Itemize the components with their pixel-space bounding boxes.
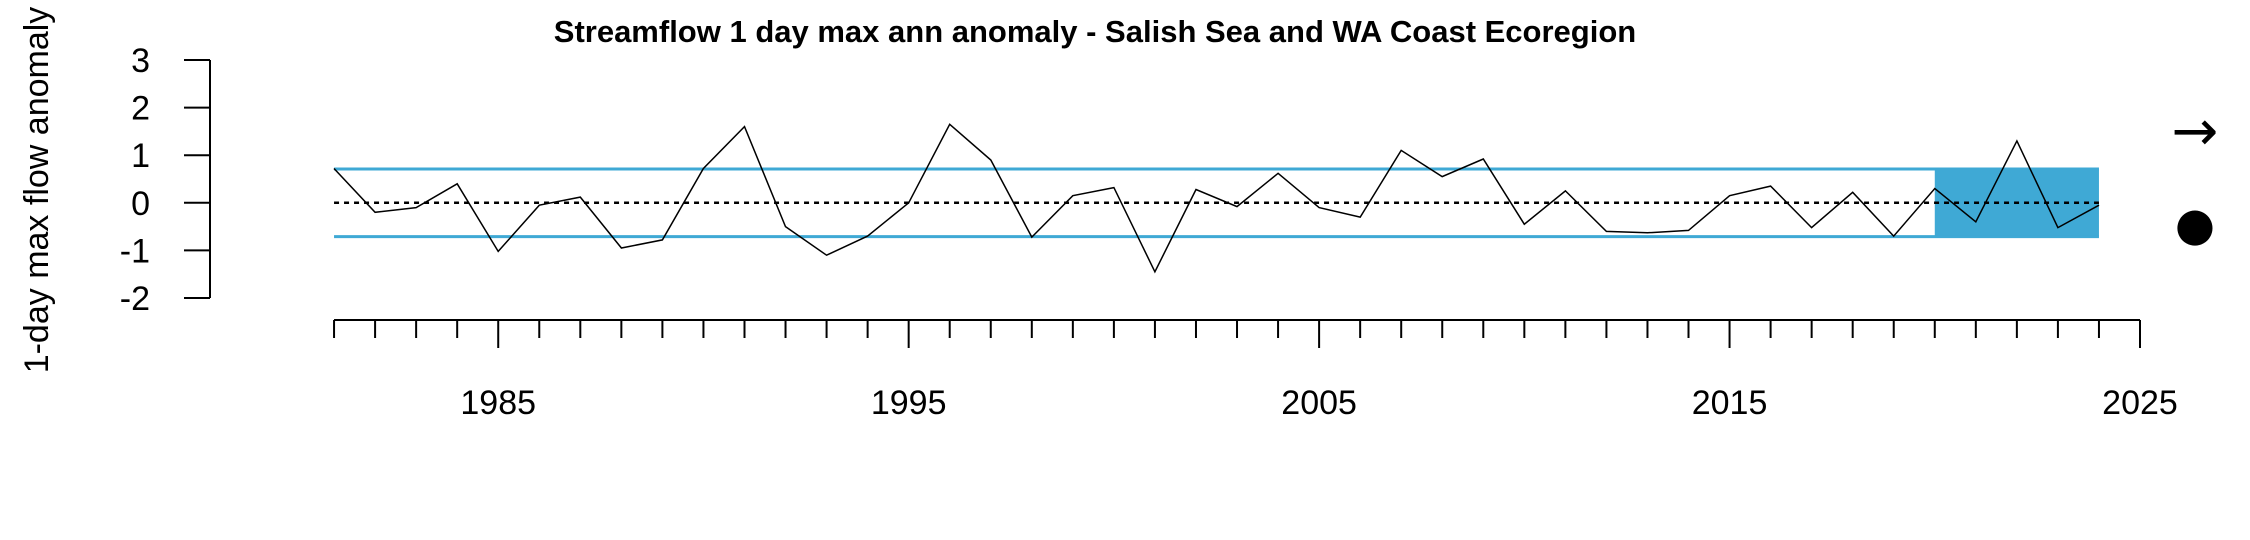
y-tick-label: -1	[120, 232, 150, 270]
y-tick-label: 2	[131, 90, 150, 128]
y-tick-label: 1	[131, 137, 150, 175]
series-layer	[333, 123, 2100, 274]
mean-dot-icon: ●	[2175, 197, 2215, 251]
series-line	[333, 123, 2100, 274]
y-tick-label: 3	[131, 42, 150, 80]
y-tick-label: 0	[131, 185, 150, 223]
x-tick-label: 2015	[1692, 384, 1768, 422]
x-tick-label: 2025	[2102, 384, 2178, 422]
y-axis: -2 -1 0 1 2 3	[120, 42, 211, 318]
y-tick-label: -2	[120, 280, 150, 318]
x-tick-label: 1985	[460, 384, 536, 422]
band-layer	[334, 167, 2099, 239]
x-tick-label: 1995	[871, 384, 947, 422]
x-axis: 1985 1995 2005 2015 2025	[333, 319, 2178, 422]
x-tick-label: 2005	[1281, 384, 1357, 422]
y-axis-label: 1-day max flow anomaly	[18, 7, 56, 374]
chart-title: Streamflow 1 day max ann anomaly - Salis…	[554, 14, 1636, 49]
trend-arrow-icon: →	[2172, 99, 2219, 164]
